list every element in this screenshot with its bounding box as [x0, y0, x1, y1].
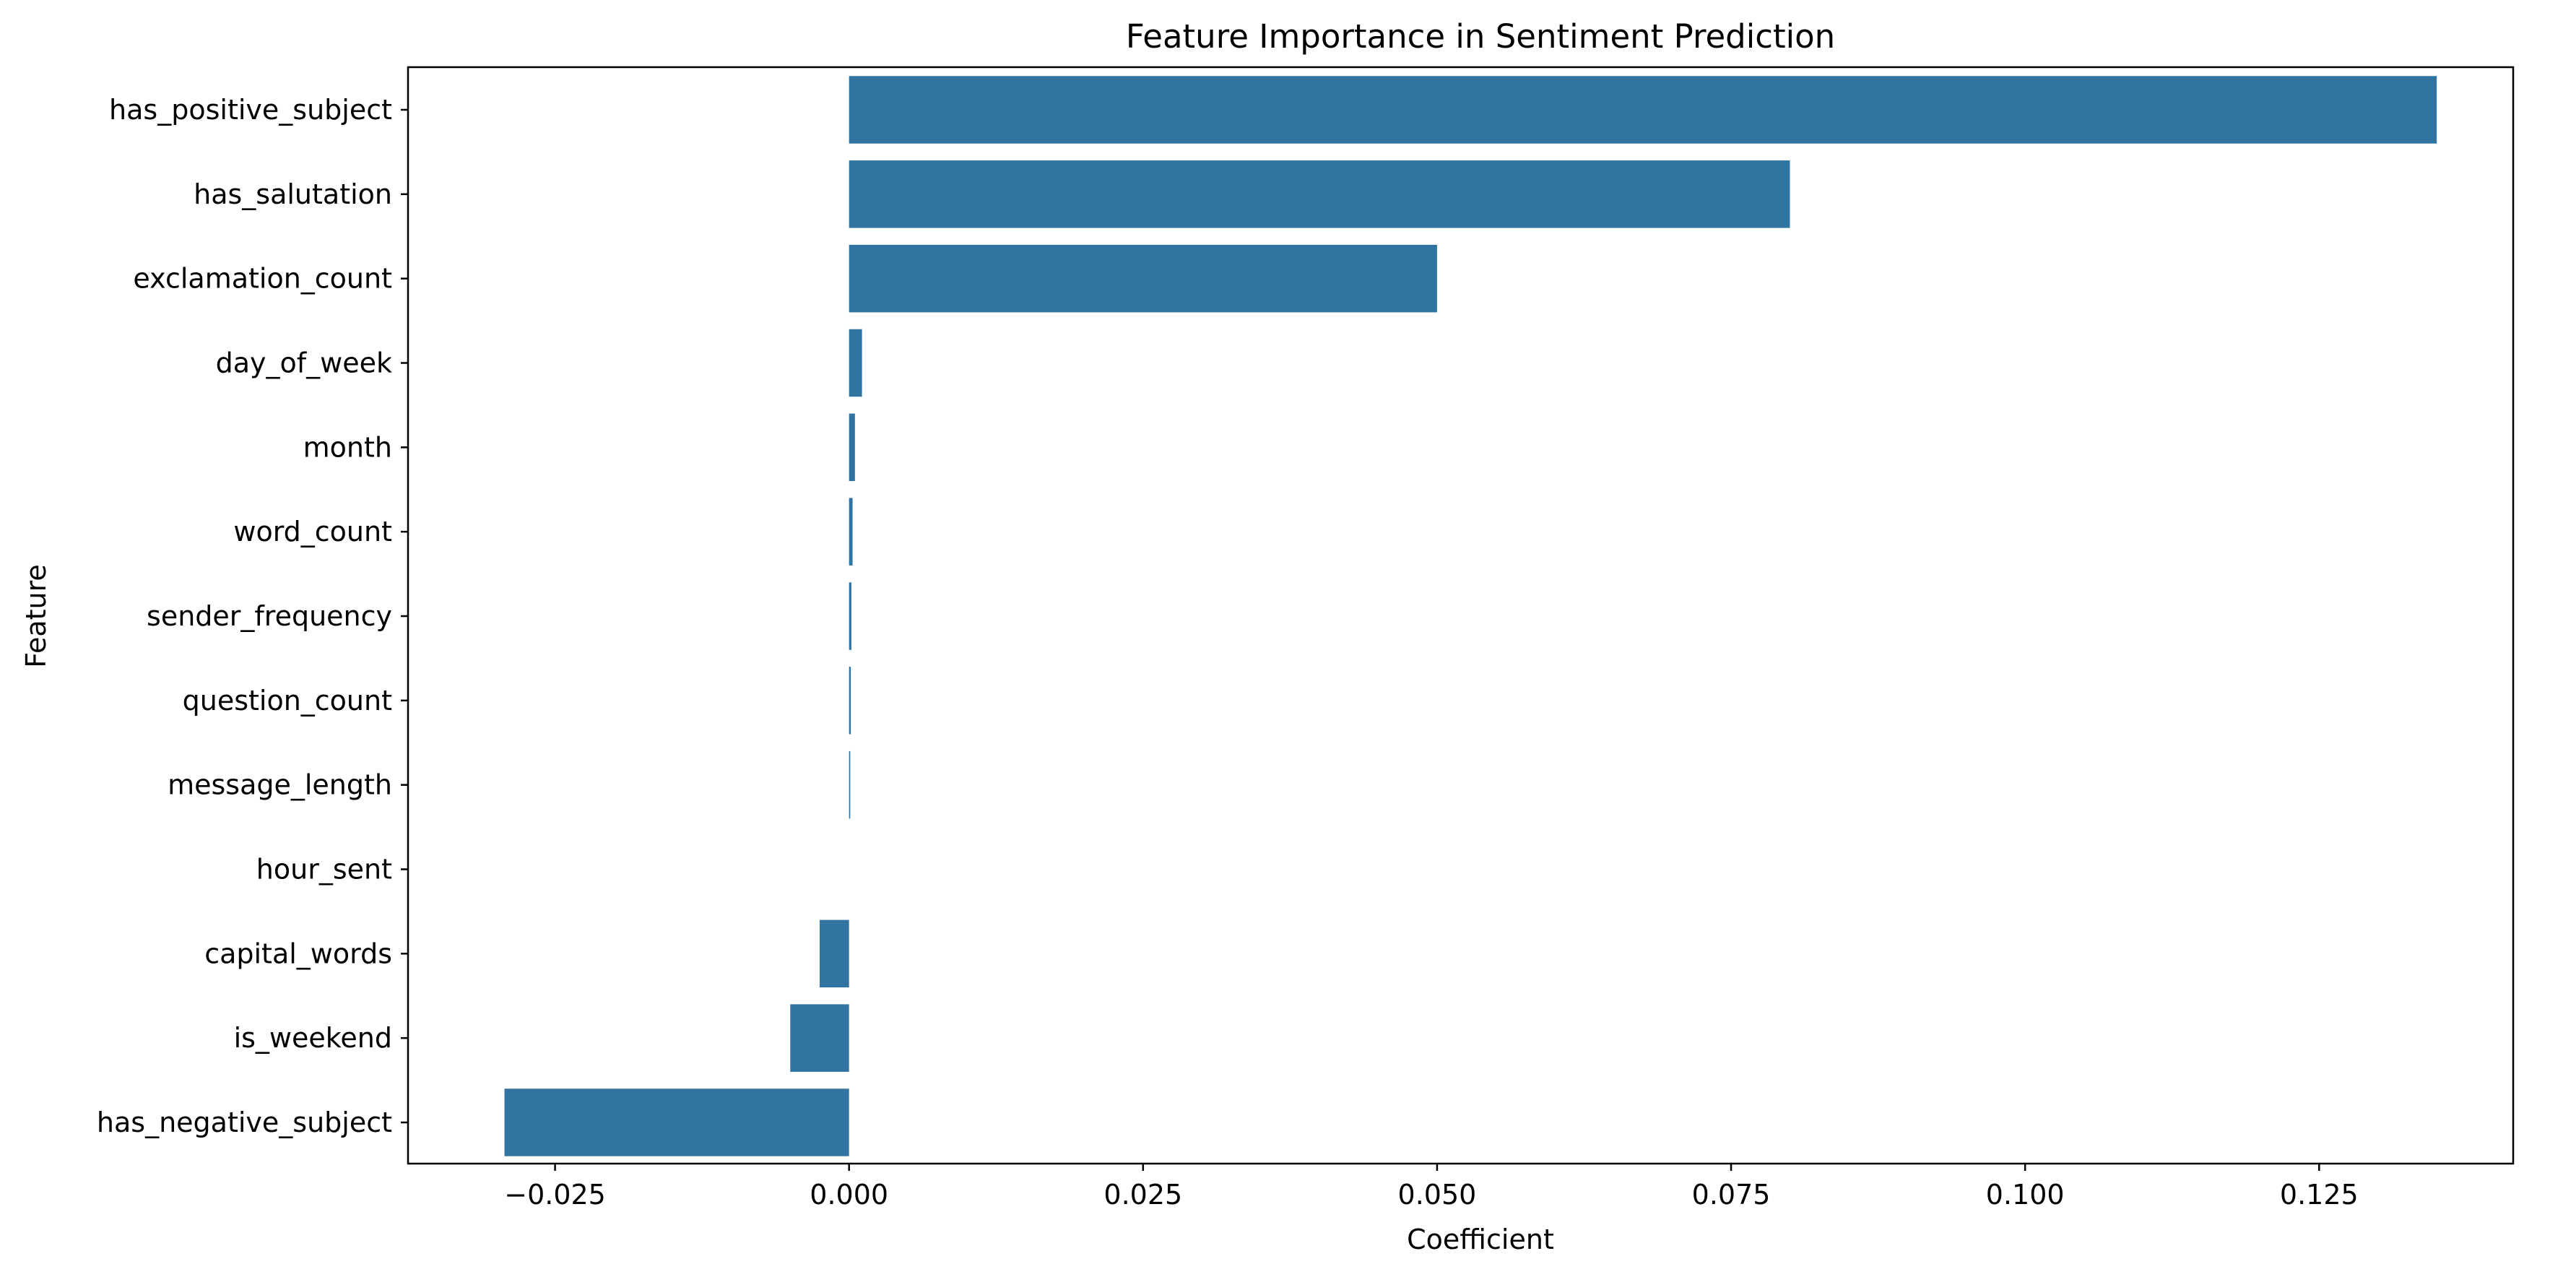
- y-tick-label: message_length: [168, 769, 392, 801]
- x-tick-label: 0.000: [810, 1179, 888, 1211]
- bar-message-length: [849, 750, 851, 819]
- bars-layer: [504, 76, 2437, 1156]
- bar-is-weekend: [790, 1004, 849, 1072]
- y-tick-label: exclamation_count: [133, 263, 392, 295]
- x-ticks-layer: −0.025 0.000 0.025 0.050 0.075 0.100 0.125: [504, 1164, 2359, 1211]
- y-tick-label: word_count: [233, 516, 392, 547]
- bar-month: [849, 413, 855, 482]
- y-axis-label: Feature: [20, 564, 52, 668]
- bar-word-count: [849, 498, 853, 566]
- chart-title: Feature Importance in Sentiment Predicti…: [1126, 17, 1835, 56]
- x-tick-label: 0.050: [1398, 1179, 1477, 1211]
- x-tick-label: −0.025: [504, 1179, 606, 1211]
- y-tick-label: is_weekend: [234, 1022, 392, 1054]
- y-tick-label: has_salutation: [194, 178, 392, 210]
- bar-exclamation-count: [849, 244, 1437, 313]
- bar-has-negative-subject: [504, 1088, 849, 1156]
- x-tick-label: 0.075: [1692, 1179, 1771, 1211]
- x-tick-label: 0.025: [1103, 1179, 1182, 1211]
- bar-day-of-week: [849, 329, 862, 397]
- y-tick-label: question_count: [183, 685, 392, 717]
- bar-has-positive-subject: [849, 76, 2437, 144]
- plot-frame: [407, 66, 2515, 1165]
- x-tick-label: 0.100: [1986, 1179, 2065, 1211]
- bar-question-count: [849, 667, 851, 735]
- y-tick-label: capital_words: [204, 938, 392, 969]
- y-tick-label: sender_frequency: [147, 600, 392, 632]
- y-tick-label: hour_sent: [256, 854, 392, 886]
- y-tick-label: has_positive_subject: [109, 94, 392, 126]
- y-ticks-layer: has_positive_subject has_salutationexclam…: [97, 94, 408, 1138]
- x-tick-label: 0.125: [2280, 1179, 2359, 1211]
- y-tick-label: month: [303, 431, 392, 463]
- bar-capital-words: [819, 919, 849, 988]
- x-axis-label: Coefficient: [1407, 1224, 1554, 1255]
- y-tick-label: day_of_week: [216, 347, 392, 379]
- bar-has-salutation: [849, 160, 1790, 228]
- y-tick-label: has_negative_subject: [97, 1107, 392, 1138]
- bar-sender-frequency: [849, 582, 851, 650]
